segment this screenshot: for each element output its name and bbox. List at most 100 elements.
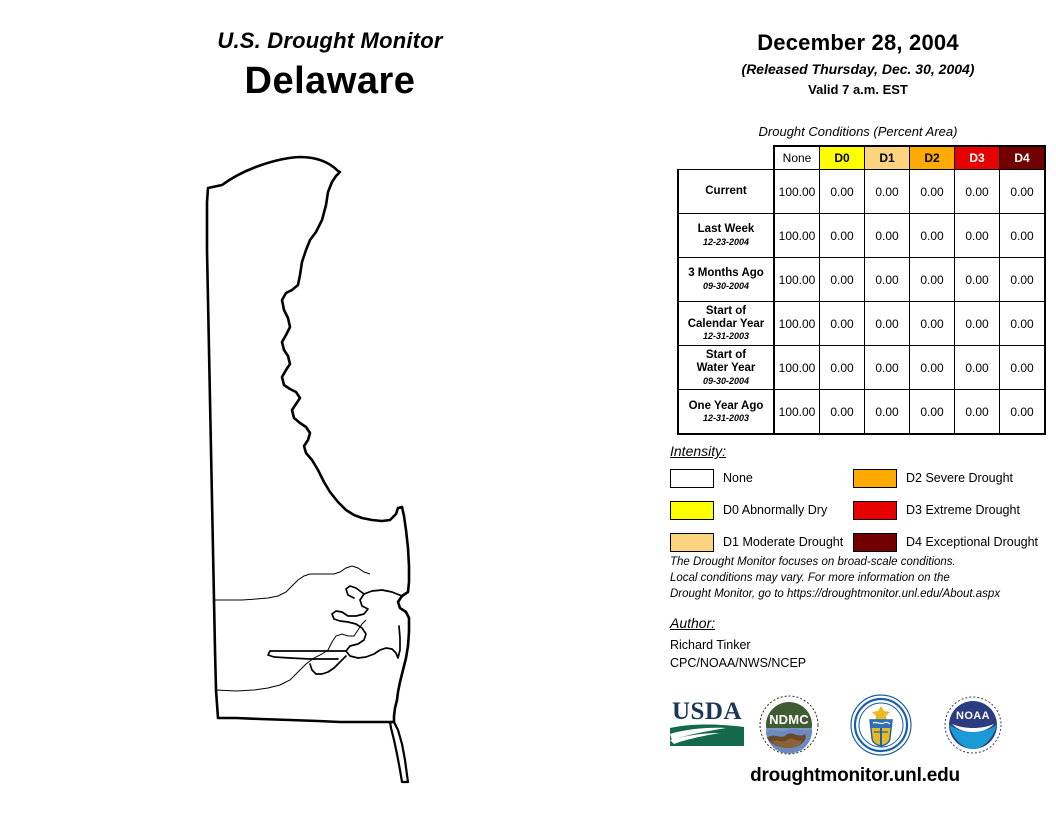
cell-d1: 0.00 [864,300,910,347]
legend-swatch [670,500,714,520]
cell-none: 100.00 [773,345,820,391]
usda-logo: USDA [668,694,746,757]
legend-swatch [670,532,714,552]
state-outline [205,155,411,724]
table-row: Start of Water Year 09-30-2004 100.00 0.00 0.… [677,345,1046,391]
atlantic-coast-strip [388,720,410,784]
cell-d0: 0.00 [819,345,865,391]
legend-label: D3 Extreme Drought [906,503,1020,517]
column-header-d1: D1 [864,145,910,170]
legend-item-left-1: D0 Abnormally Dry [670,498,843,522]
svg-text:USDA: USDA [672,698,742,725]
legend-label: None [723,471,753,485]
cell-d4: 0.00 [999,300,1046,347]
cell-d1: 0.00 [864,345,910,391]
svg-text:NOAA: NOAA [956,710,990,722]
cell-d4: 0.00 [999,345,1046,391]
row-label-name: Start of Calendar Year [687,305,765,331]
row-label-date: 12-31-2003 [702,413,750,424]
cell-d2: 0.00 [909,169,955,214]
legend-item-right-0: D2 Severe Drought [853,466,1038,490]
cell-d0: 0.00 [819,213,865,258]
cell-d4: 0.00 [999,213,1046,258]
legend-swatch [853,500,897,520]
cell-d3: 0.00 [954,213,1000,258]
table-row: Current 100.00 0.00 0.00 0.00 0.00 0.00 [677,169,1046,214]
delaware-drought-map [150,130,580,790]
row-label: 3 Months Ago 09-30-2004 [677,257,775,302]
intensity-heading: Intensity: [670,443,727,459]
release-date: (Released Thursday, Dec. 30, 2004) [741,61,975,77]
legend-column-left: None D0 Abnormally Dry D1 Moderate Drought [670,466,843,562]
cell-d2: 0.00 [909,345,955,391]
table-row: Start of Calendar Year 12-31-2003 100.00 0.0… [677,300,1046,347]
cell-d1: 0.00 [864,213,910,258]
author-affiliation: CPC/NOAA/NWS/NCEP [670,656,807,671]
disclaimer-line-2: Local conditions may vary. For more info… [670,571,950,584]
column-header-d4: D4 [999,145,1046,170]
cell-none: 100.00 [773,300,820,347]
cell-d0: 0.00 [819,169,865,214]
corner-cell [678,146,774,170]
legend-item-left-0: None [670,466,843,490]
author-name: Richard Tinker [670,638,751,652]
cell-d2: 0.00 [909,300,955,347]
legend-swatch [853,468,897,488]
row-label-name: Current [705,184,747,197]
ndmc-logo: NDMC [758,694,820,761]
row-label: Start of Water Year 09-30-2004 [677,345,775,391]
cell-d2: 0.00 [909,257,955,302]
cell-d3: 0.00 [954,300,1000,347]
row-label-date: 12-31-2003 [702,331,750,342]
county-boundaries [214,565,371,692]
column-header-d0: D0 [819,145,865,170]
program-title: U.S. Drought Monitor [217,28,443,53]
table-row: 3 Months Ago 09-30-2004 100.00 0.00 0.00 0.00… [677,257,1046,302]
department-of-commerce-seal [850,694,912,761]
cell-d3: 0.00 [954,257,1000,302]
cell-none: 100.00 [773,213,820,258]
logo-strip: USDA NDMC [660,694,1050,756]
cell-d4: 0.00 [999,257,1046,302]
cell-none: 100.00 [773,257,820,302]
table-row: Last Week 12-23-2004 100.00 0.00 0.00 0.00 0.0… [677,213,1046,258]
author-block: Richard Tinker CPC/NOAA/NWS/NCEP [670,636,806,672]
state-title: Delaware [244,60,416,102]
legend-label: D0 Abnormally Dry [723,503,828,517]
table-header-row: None D0 D1 D2 D3 D4 [678,145,1046,170]
column-header-d2: D2 [909,145,955,170]
valid-time: Valid 7 a.m. EST [808,82,908,97]
svg-text:NDMC: NDMC [769,712,809,727]
cell-d0: 0.00 [819,389,865,436]
legend-swatch [670,468,714,488]
title-block: U.S. Drought Monitor Delaware [0,28,660,103]
row-label-name: Start of Water Year [696,349,756,375]
cell-none: 100.00 [773,389,820,436]
cell-d1: 0.00 [864,169,910,214]
legend-label: D2 Severe Drought [906,471,1014,485]
row-label-name: 3 Months Ago [688,267,764,280]
legend-swatch [853,532,897,552]
row-label: One Year Ago 12-31-2003 [677,389,775,436]
noaa-logo: NOAA [942,694,1004,761]
cell-d0: 0.00 [819,257,865,302]
table-row: One Year Ago 12-31-2003 100.00 0.00 0.00 0.00… [677,389,1046,436]
cell-d4: 0.00 [999,169,1046,214]
legend-item-left-2: D1 Moderate Drought [670,530,843,554]
row-label-date: 12-23-2004 [702,236,750,247]
cell-d2: 0.00 [909,213,955,258]
cell-d2: 0.00 [909,389,955,436]
column-header-none: None [773,145,820,170]
row-label: Last Week 12-23-2004 [677,213,775,258]
site-url: droughtmonitor.unl.edu [750,765,960,786]
cell-d3: 0.00 [954,389,1000,436]
disclaimer-line-3: Drought Monitor, go to https://droughtmo… [670,587,1001,600]
row-label-name: One Year Ago [688,399,764,412]
row-label-date: 09-30-2004 [702,375,750,386]
cell-d3: 0.00 [954,169,1000,214]
disclaimer-text: The Drought Monitor focuses on broad-sca… [670,555,1050,603]
cell-d1: 0.00 [864,257,910,302]
cell-d4: 0.00 [999,389,1046,436]
row-label-date: 09-30-2004 [702,280,750,291]
row-label: Current [677,169,775,214]
